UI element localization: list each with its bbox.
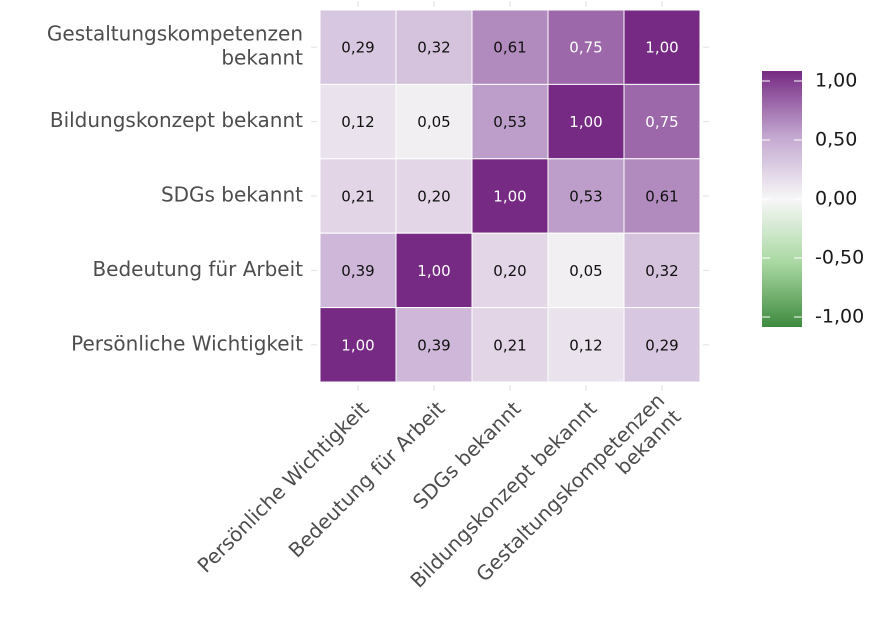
y-tick-label: Persönliche Wichtigkeit xyxy=(71,331,303,355)
cell-label: 0,12 xyxy=(569,336,602,354)
cell-label: 0,20 xyxy=(417,188,450,206)
heatmap-cell xyxy=(319,158,397,234)
heatmap-cell xyxy=(547,83,625,160)
heatmap-cell xyxy=(395,232,473,309)
colorbar-label: -0,50 xyxy=(815,247,864,269)
cell-label: 1,00 xyxy=(341,336,374,354)
colorbar-label: 0,00 xyxy=(815,188,857,210)
heatmap-cell xyxy=(547,158,625,234)
cell-label: 0,61 xyxy=(645,188,678,206)
heatmap-cell xyxy=(623,83,701,160)
heatmap-cell xyxy=(623,307,701,383)
heatmap-cell xyxy=(623,232,701,309)
cell-label: 0,21 xyxy=(493,336,526,354)
cell-label: 1,00 xyxy=(417,262,450,280)
cell-label: 0,39 xyxy=(341,262,374,280)
y-tick-label: Bedeutung für Arbeit xyxy=(92,257,303,281)
cell-label: 0,29 xyxy=(341,39,374,57)
cell-label: 1,00 xyxy=(569,113,602,131)
colorbar-label: 1,00 xyxy=(815,70,857,92)
heatmap-cell xyxy=(319,9,397,85)
y-tick-label: Bildungskonzept bekannt xyxy=(50,108,303,132)
cell-label: 1,00 xyxy=(493,188,526,206)
cell-label: 0,21 xyxy=(341,188,374,206)
cell-label: 0,32 xyxy=(417,39,450,57)
heatmap-cell xyxy=(547,232,625,309)
heatmap-cell xyxy=(471,83,549,160)
heatmap-cell xyxy=(471,307,549,383)
cell-label: 0,05 xyxy=(569,262,602,280)
heatmap-cell xyxy=(319,232,397,309)
heatmap-cell xyxy=(623,9,701,85)
heatmap-cell xyxy=(395,9,473,85)
heatmap-cell xyxy=(471,158,549,234)
heatmap-cell xyxy=(623,158,701,234)
colorbar-label: 0,50 xyxy=(815,129,857,151)
y-tick-label: Gestaltungskompetenzen xyxy=(47,22,303,46)
y-tick-label: bekannt xyxy=(221,46,303,70)
cell-label: 0,12 xyxy=(341,113,374,131)
cell-label: 0,53 xyxy=(493,113,526,131)
y-tick-label: SDGs bekannt xyxy=(161,183,303,207)
heatmap-cell xyxy=(395,158,473,234)
cell-label: 0,32 xyxy=(645,262,678,280)
cell-label: 0,05 xyxy=(417,113,450,131)
heatmap-cell xyxy=(395,307,473,383)
cell-label: 0,75 xyxy=(645,113,678,131)
heatmap-cell xyxy=(471,9,549,85)
cell-label: 0,75 xyxy=(569,39,602,57)
heatmap-cell xyxy=(471,232,549,309)
cell-label: 0,20 xyxy=(493,262,526,280)
heatmap-cell xyxy=(319,307,397,383)
cell-label: 0,39 xyxy=(417,336,450,354)
colorbar-label: -1,00 xyxy=(815,306,864,328)
cell-label: 0,61 xyxy=(493,39,526,57)
cell-label: 0,53 xyxy=(569,188,602,206)
cell-label: 1,00 xyxy=(645,39,678,57)
cell-label: 0,29 xyxy=(645,336,678,354)
